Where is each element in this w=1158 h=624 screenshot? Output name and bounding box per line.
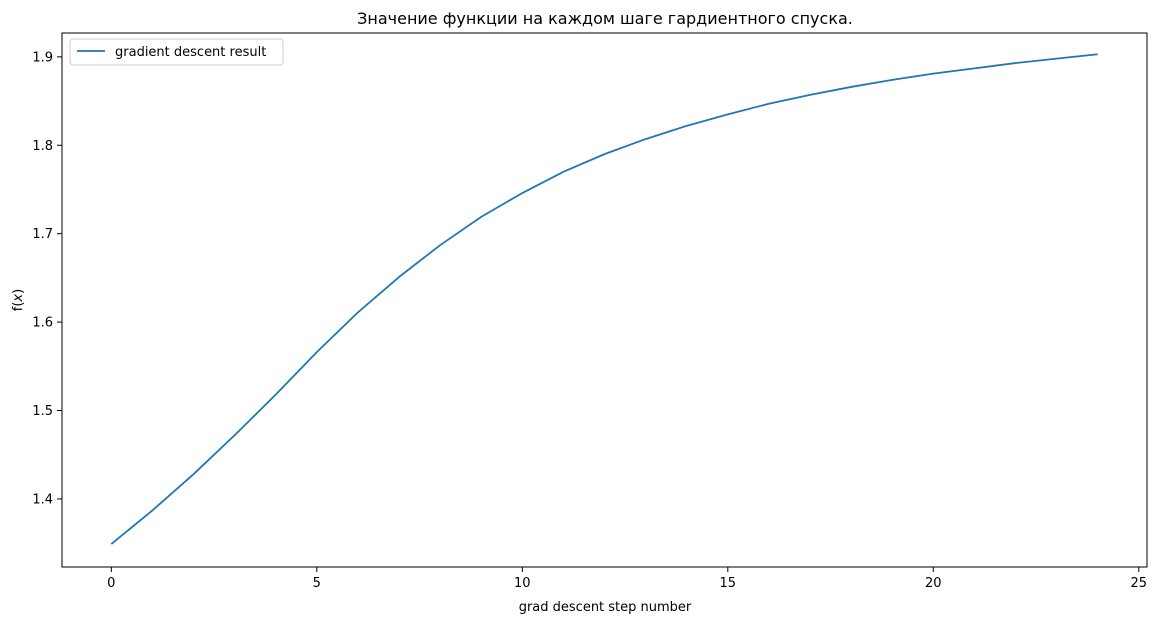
y-tick-label: 1.8 bbox=[32, 139, 53, 154]
y-tick-label: 1.4 bbox=[32, 492, 53, 507]
x-tick-label: 20 bbox=[925, 576, 942, 591]
y-tick-label: 1.6 bbox=[32, 316, 53, 331]
x-axis-label: grad descent step number bbox=[519, 600, 692, 615]
y-axis: 1.4 1.5 1.6 1.7 1.8 1.9 bbox=[32, 50, 62, 507]
legend: gradient descent result bbox=[69, 38, 284, 66]
y-tick-label: 1.5 bbox=[32, 404, 53, 419]
x-axis: 0 5 10 15 20 25 bbox=[107, 567, 1147, 591]
legend-label: gradient descent result bbox=[115, 45, 266, 60]
x-tick-label: 10 bbox=[514, 576, 531, 591]
y-axis-label-suffix: ) bbox=[11, 289, 26, 294]
x-tick-label: 5 bbox=[313, 576, 321, 591]
y-axis-label-variable: x bbox=[11, 294, 26, 303]
series-line-gradient-descent-result bbox=[110, 53, 1098, 545]
x-tick-label: 25 bbox=[1131, 576, 1148, 591]
y-axis-label-prefix: f( bbox=[11, 302, 26, 312]
plot-area bbox=[61, 32, 1148, 568]
x-tick-label: 15 bbox=[720, 576, 737, 591]
y-tick-label: 1.9 bbox=[32, 50, 53, 65]
y-tick-label: 1.7 bbox=[32, 227, 53, 242]
chart-title: Значение функции на каждом шаге гардиент… bbox=[357, 9, 853, 28]
y-axis-label: f(x) bbox=[11, 289, 26, 311]
legend-box bbox=[69, 38, 284, 66]
x-tick-label: 0 bbox=[107, 576, 115, 591]
